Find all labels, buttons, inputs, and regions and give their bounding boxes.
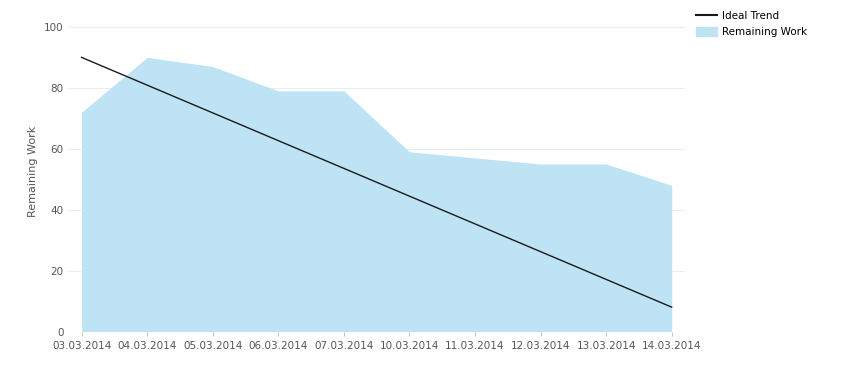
Legend: Ideal Trend, Remaining Work: Ideal Trend, Remaining Work xyxy=(696,11,807,37)
Y-axis label: Remaining Work: Remaining Work xyxy=(28,126,39,217)
